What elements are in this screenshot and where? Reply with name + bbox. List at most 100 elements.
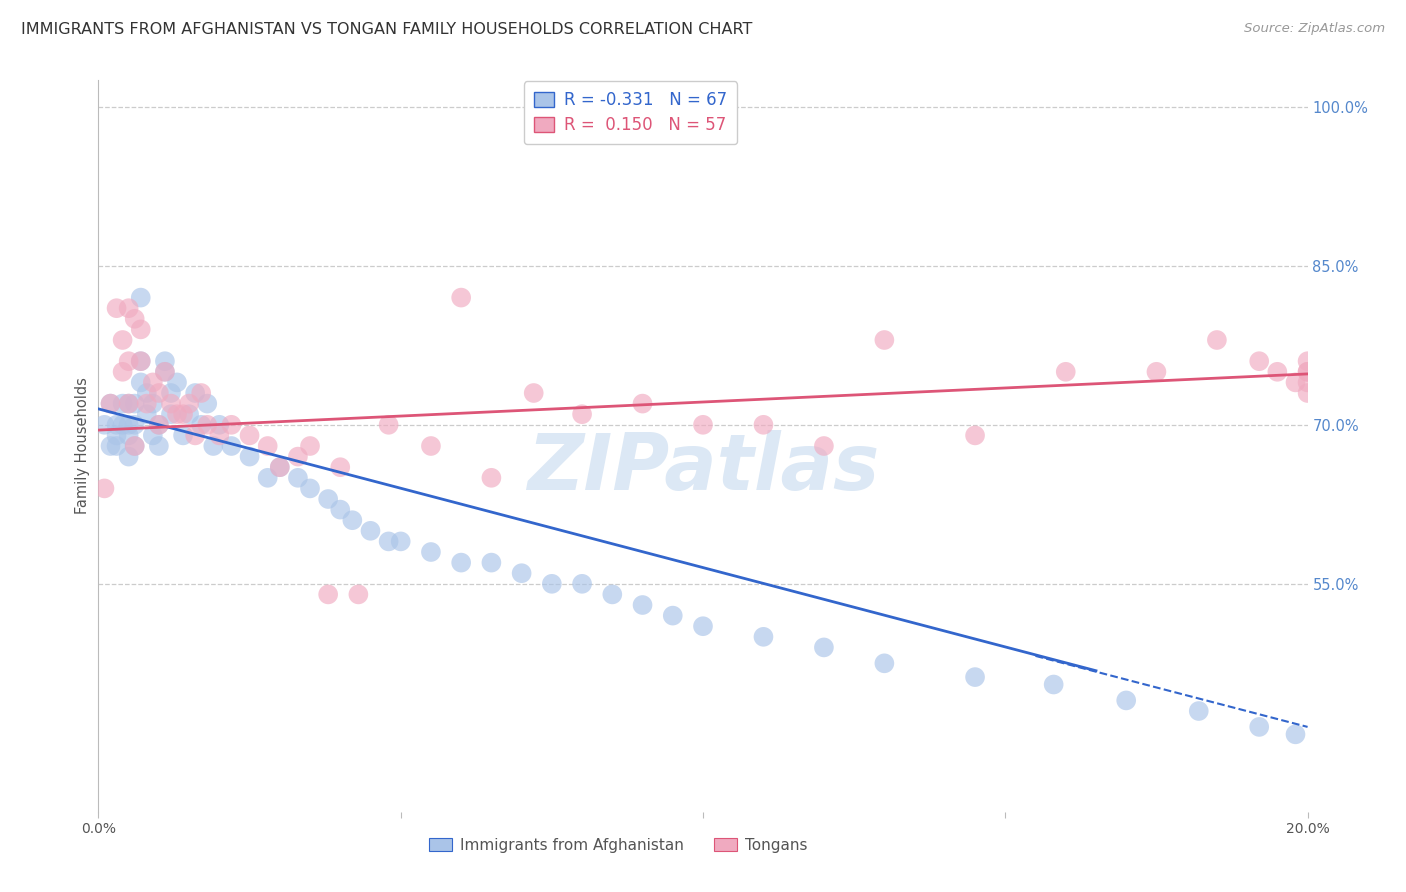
Point bbox=[1296, 376, 1319, 390]
Point bbox=[571, 576, 593, 591]
Point bbox=[1267, 365, 1289, 379]
Point bbox=[135, 386, 157, 401]
Point bbox=[450, 291, 472, 305]
Point bbox=[129, 354, 152, 368]
Point bbox=[813, 439, 835, 453]
Point bbox=[124, 417, 146, 432]
Point bbox=[540, 576, 562, 591]
Point bbox=[752, 417, 775, 432]
Text: Source: ZipAtlas.com: Source: ZipAtlas.com bbox=[1244, 22, 1385, 36]
Point bbox=[221, 417, 243, 432]
Point bbox=[142, 396, 165, 410]
Point bbox=[1042, 677, 1064, 691]
Point bbox=[571, 407, 593, 421]
Point bbox=[1188, 704, 1211, 718]
Point bbox=[179, 396, 201, 410]
Point bbox=[118, 354, 141, 368]
Point bbox=[184, 386, 207, 401]
Point bbox=[166, 407, 188, 421]
Point bbox=[602, 587, 624, 601]
Point bbox=[111, 417, 134, 432]
Point bbox=[160, 386, 183, 401]
Point bbox=[1206, 333, 1229, 347]
Point bbox=[329, 502, 352, 516]
Point bbox=[118, 396, 141, 410]
Point bbox=[221, 439, 243, 453]
Point bbox=[135, 396, 157, 410]
Point bbox=[129, 376, 152, 390]
Point bbox=[692, 619, 714, 633]
Point bbox=[124, 439, 146, 453]
Point bbox=[129, 322, 152, 336]
Point bbox=[202, 439, 225, 453]
Point bbox=[172, 428, 194, 442]
Point bbox=[111, 365, 134, 379]
Point bbox=[389, 534, 412, 549]
Point bbox=[316, 587, 339, 601]
Point bbox=[287, 471, 309, 485]
Point bbox=[1249, 720, 1271, 734]
Point bbox=[105, 417, 128, 432]
Point bbox=[420, 545, 443, 559]
Point bbox=[135, 407, 157, 421]
Point bbox=[118, 450, 141, 464]
Point bbox=[160, 407, 183, 421]
Point bbox=[873, 657, 896, 671]
Point bbox=[118, 396, 141, 410]
Point bbox=[1296, 365, 1319, 379]
Point bbox=[105, 428, 128, 442]
Point bbox=[1144, 365, 1167, 379]
Point bbox=[190, 417, 212, 432]
Point bbox=[1054, 365, 1077, 379]
Point bbox=[287, 450, 309, 464]
Point bbox=[965, 670, 987, 684]
Point bbox=[195, 417, 218, 432]
Point bbox=[184, 428, 207, 442]
Point bbox=[1115, 693, 1137, 707]
Point bbox=[420, 439, 443, 453]
Point bbox=[153, 365, 176, 379]
Point bbox=[661, 608, 683, 623]
Point bbox=[129, 354, 152, 368]
Point bbox=[153, 365, 176, 379]
Point bbox=[105, 301, 128, 316]
Point bbox=[1249, 354, 1271, 368]
Point bbox=[1296, 365, 1319, 379]
Point bbox=[256, 439, 278, 453]
Point bbox=[148, 417, 170, 432]
Point bbox=[239, 450, 262, 464]
Point bbox=[692, 417, 714, 432]
Point bbox=[510, 566, 533, 581]
Point bbox=[118, 301, 141, 316]
Point bbox=[481, 556, 503, 570]
Point bbox=[1296, 386, 1319, 401]
Point bbox=[316, 491, 339, 506]
Point bbox=[148, 439, 170, 453]
Text: IMMIGRANTS FROM AFGHANISTAN VS TONGAN FAMILY HOUSEHOLDS CORRELATION CHART: IMMIGRANTS FROM AFGHANISTAN VS TONGAN FA… bbox=[21, 22, 752, 37]
Point bbox=[481, 471, 503, 485]
Point bbox=[269, 460, 291, 475]
Point bbox=[124, 439, 146, 453]
Point bbox=[179, 407, 201, 421]
Point bbox=[124, 311, 146, 326]
Point bbox=[166, 376, 188, 390]
Point bbox=[239, 428, 262, 442]
Point bbox=[111, 333, 134, 347]
Point bbox=[208, 417, 231, 432]
Point bbox=[299, 439, 322, 453]
Point bbox=[1284, 727, 1306, 741]
Point bbox=[299, 482, 322, 496]
Point bbox=[1296, 354, 1319, 368]
Point bbox=[100, 396, 122, 410]
Point bbox=[172, 407, 194, 421]
Point bbox=[118, 428, 141, 442]
Point bbox=[153, 354, 176, 368]
Point bbox=[1284, 376, 1306, 390]
Text: ZIPatlas: ZIPatlas bbox=[527, 430, 879, 506]
Point bbox=[129, 291, 152, 305]
Point bbox=[631, 396, 654, 410]
Point bbox=[124, 396, 146, 410]
Point bbox=[347, 587, 370, 601]
Point bbox=[111, 396, 134, 410]
Point bbox=[195, 396, 218, 410]
